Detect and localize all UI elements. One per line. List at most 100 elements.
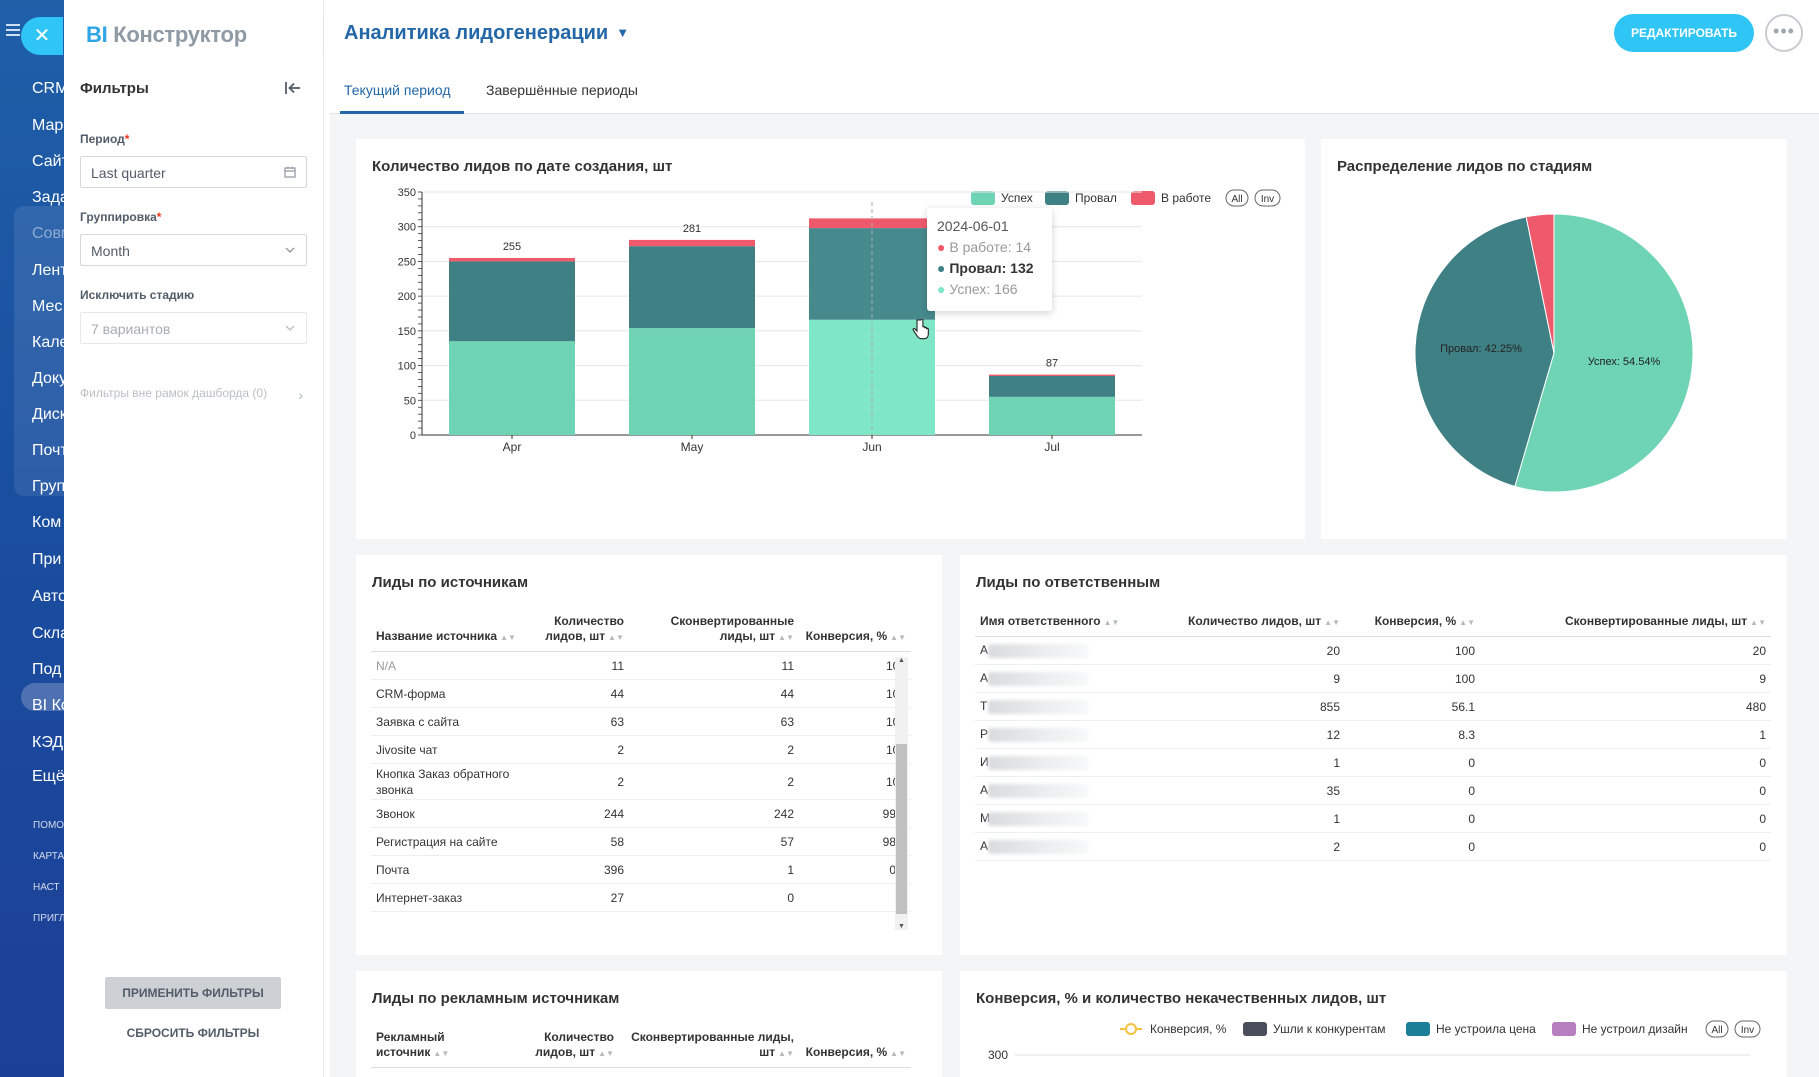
menu-icon[interactable] (6, 24, 20, 36)
legend-price[interactable]: Не устроила цена (1436, 1022, 1536, 1036)
bar-segment[interactable] (989, 396, 1115, 435)
legend-work[interactable]: В работе (1161, 191, 1211, 205)
sidebar-item[interactable]: При (32, 551, 62, 568)
sidebar-item[interactable]: BI Ко (32, 697, 64, 714)
bar-segment[interactable] (629, 239, 755, 247)
bar-segment[interactable] (629, 328, 755, 435)
sidebar-item[interactable]: Зада (32, 189, 64, 206)
period-select[interactable]: Last quarter (80, 156, 307, 188)
col-converted[interactable]: Сконвертированные лиды, шт ▲▼ (619, 1026, 799, 1068)
sidebar-item[interactable]: Доку (32, 370, 64, 387)
sidebar-small-item[interactable]: ПОМО (33, 820, 64, 831)
dashboard-title[interactable]: Аналитика лидогенерации ▼ (344, 22, 630, 44)
outside-filters-link[interactable]: Фильтры вне рамок дашборда (0) › (80, 386, 303, 403)
col-leads-count[interactable]: Количество лидов, шт ▲▼ (1175, 610, 1345, 637)
col-conversion[interactable]: Конверсия, % ▲▼ (799, 1026, 911, 1068)
sidebar-small-item[interactable]: НАСТ (33, 882, 60, 893)
bar-chart-title: Количество лидов по дате создания, шт (372, 158, 673, 175)
close-icon[interactable]: ✕ (21, 17, 63, 55)
legend-inv-label: Inv (1741, 1025, 1754, 1036)
sidebar-item[interactable]: Авто (32, 588, 64, 605)
legend-all-button[interactable] (1225, 189, 1249, 207)
bar-segment[interactable] (989, 374, 1115, 376)
col-ad-source[interactable]: Рекламный источник ▲▼ (371, 1026, 509, 1068)
legend-success[interactable]: Успех (1001, 191, 1033, 205)
table-row: А 20 100 20 (975, 636, 1771, 665)
table-cell: 98.3 (799, 827, 911, 856)
y-tick-label: 100 (398, 361, 416, 373)
edit-button[interactable]: РЕДАКТИРОВАТЬ (1614, 14, 1754, 52)
legend-fail[interactable]: Провал (1075, 191, 1117, 205)
sidebar-item[interactable]: Груп (32, 478, 64, 495)
ad-sources-title: Лиды по рекламным источникам (372, 990, 620, 1007)
sidebar-item[interactable]: Скла (32, 625, 64, 642)
tab-finished-periods[interactable]: Завершённые периоды (486, 82, 638, 98)
sidebar-item[interactable]: Ком (32, 514, 62, 531)
legend-design[interactable]: Не устроил дизайн (1582, 1022, 1688, 1036)
col-leads-count[interactable]: Количество лидов, шт ▲▼ (531, 610, 629, 652)
table-cell: 2 (531, 763, 629, 800)
more-icon[interactable]: ••• (1765, 14, 1803, 52)
grouping-select[interactable]: Month (80, 234, 307, 266)
collapse-panel-icon[interactable] (284, 80, 302, 96)
legend-all-button[interactable] (1705, 1020, 1729, 1038)
tab-current-period[interactable]: Текущий период (344, 82, 451, 98)
chevron-right-icon: › (298, 387, 303, 403)
col-conversion[interactable]: Конверсия, % ▲▼ (799, 610, 911, 652)
legend-competitors[interactable]: Ушли к конкурентам (1273, 1022, 1386, 1036)
sidebar-item[interactable]: Мес (32, 298, 63, 315)
sidebar-item[interactable]: Почт (32, 442, 64, 459)
sidebar-group (14, 206, 64, 496)
table-cell: 0 (1345, 748, 1480, 777)
col-responsible-name[interactable]: Имя ответственного ▲▼ (975, 610, 1175, 637)
sidebar-item[interactable]: Ещё (32, 768, 64, 785)
redacted-name (988, 671, 1088, 686)
legend-conversion[interactable]: Конверсия, % (1150, 1022, 1227, 1036)
sidebar-item[interactable]: Диск (32, 406, 64, 423)
bar-segment[interactable] (449, 261, 575, 342)
sidebar-small-item[interactable]: КАРТА (33, 851, 64, 862)
pie-slice[interactable] (1414, 216, 1555, 488)
apply-filters-button[interactable]: ПРИМЕНИТЬ ФИЛЬТРЫ (105, 977, 281, 1009)
col-conversion[interactable]: Конверсия, % ▲▼ (1345, 610, 1480, 637)
sidebar-item[interactable]: КЭД (32, 734, 64, 751)
sidebar-item[interactable]: Сайт (32, 153, 64, 170)
table-cell: Кнопка Заказ обратного звонка (371, 763, 531, 800)
reset-filters-button[interactable]: СБРОСИТЬ ФИЛЬТРЫ (126, 1026, 260, 1040)
table-scrollbar[interactable]: ▲ ▼ (895, 657, 908, 930)
sidebar-item[interactable]: Кале (32, 334, 64, 351)
pie-chart-card: Распределение лидов по стадиям Провал: 4… (1321, 139, 1787, 539)
sidebar-item[interactable]: Лент (32, 262, 64, 279)
active-tab-indicator (340, 111, 464, 114)
sidebar-item[interactable]: Мар (32, 117, 64, 134)
legend-inv-button[interactable] (1254, 189, 1281, 207)
table-cell: 0 (1480, 748, 1771, 777)
table-cell: 56.1 (1345, 692, 1480, 721)
exclude-stage-select[interactable]: 7 вариантов (80, 312, 307, 344)
table-cell: 2 (1175, 832, 1345, 861)
col-leads-count[interactable]: Количество лидов, шт ▲▼ (509, 1026, 619, 1068)
sidebar-item[interactable]: CRM (32, 80, 64, 97)
bar-segment[interactable] (629, 246, 755, 329)
bar-segment[interactable] (989, 375, 1115, 397)
pie-slice[interactable] (1525, 213, 1555, 354)
bar-segment[interactable] (449, 341, 575, 435)
col-source-name[interactable]: Название источника ▲▼ (371, 610, 531, 652)
col-converted[interactable]: Сконвертированные лиды, шт ▲▼ (1480, 610, 1771, 637)
ad-sources-card: Лиды по рекламным источникам Рекламный и… (356, 971, 942, 1077)
legend-inv-button[interactable] (1734, 1020, 1761, 1038)
table-cell: Звонок (371, 799, 531, 828)
bar-total-label: 281 (683, 223, 701, 235)
table-cell: 100 (1345, 664, 1480, 693)
pie-label-fail: Провал: 42.25% (1440, 343, 1522, 355)
legend-swatch-competitors (1243, 1022, 1267, 1036)
sidebar-item[interactable]: Совм (32, 225, 64, 242)
col-converted[interactable]: Сконвертированные лиды, шт ▲▼ (629, 610, 799, 652)
pie-slice[interactable] (1514, 213, 1694, 493)
sidebar-item[interactable]: Под (32, 661, 62, 678)
bar-segment[interactable] (449, 257, 575, 262)
sidebar-small-item[interactable]: ПРИГЛ (33, 913, 64, 924)
table-cell: 0 (1480, 776, 1771, 805)
legend-inv-label: Inv (1261, 194, 1274, 205)
table-cell: 242 (629, 799, 799, 828)
